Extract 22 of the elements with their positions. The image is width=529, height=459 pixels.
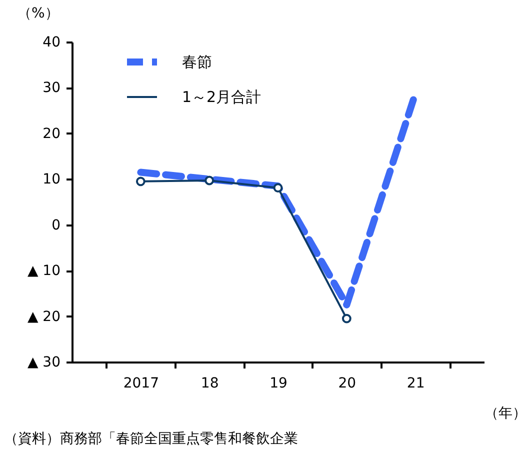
y-tick-label: 30	[42, 80, 60, 96]
x-tick-label: 18	[200, 376, 219, 392]
legend-label: 1～2月合計	[182, 88, 262, 106]
y-tick-label: 0	[52, 217, 60, 234]
y-tick-label: ▲ 10	[27, 263, 60, 280]
y-tick-label: 10	[42, 172, 60, 188]
x-tick-label: 2017	[123, 376, 159, 392]
y-tick-label: 20	[42, 126, 60, 142]
y-tick-label: ▲ 30	[27, 354, 60, 370]
legend-label: 春節	[182, 53, 212, 71]
x-tick-label: 19	[270, 376, 288, 392]
point	[136, 176, 146, 186]
y-axis-title: （%）	[18, 6, 59, 22]
x-tick-label: 21	[406, 376, 425, 392]
text: （資料）商務部「春節全国重点零售和餐飲企業	[4, 430, 298, 448]
point	[342, 314, 352, 324]
y-tick-label: ▲ 20	[27, 308, 60, 325]
point	[273, 183, 283, 193]
point	[204, 176, 214, 186]
x-axis-title: （年）	[484, 406, 526, 422]
x-tick-label: 20	[338, 376, 356, 392]
y-tick-label: 40	[42, 34, 60, 50]
